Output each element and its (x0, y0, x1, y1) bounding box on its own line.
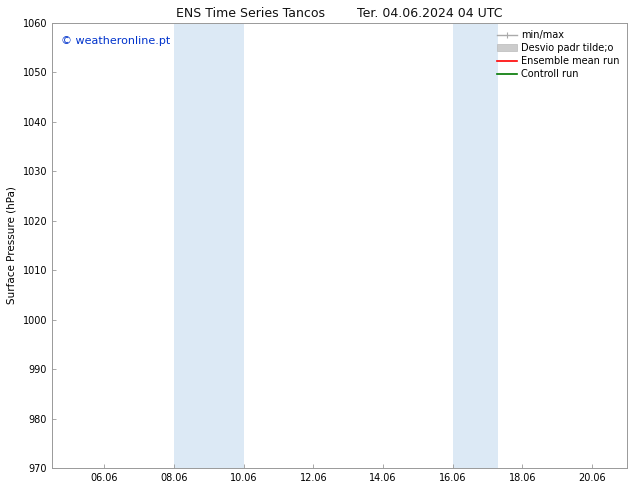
Bar (453, 23, 498, 468)
Y-axis label: Surface Pressure (hPa): Surface Pressure (hPa) (7, 186, 17, 304)
Bar (174, 23, 243, 468)
Text: © weatheronline.pt: © weatheronline.pt (61, 36, 170, 46)
Legend: min/max, Desvio padr tilde;o, Ensemble mean run, Controll run: min/max, Desvio padr tilde;o, Ensemble m… (495, 27, 622, 82)
Title: ENS Time Series Tancos        Ter. 04.06.2024 04 UTC: ENS Time Series Tancos Ter. 04.06.2024 0… (176, 7, 503, 20)
